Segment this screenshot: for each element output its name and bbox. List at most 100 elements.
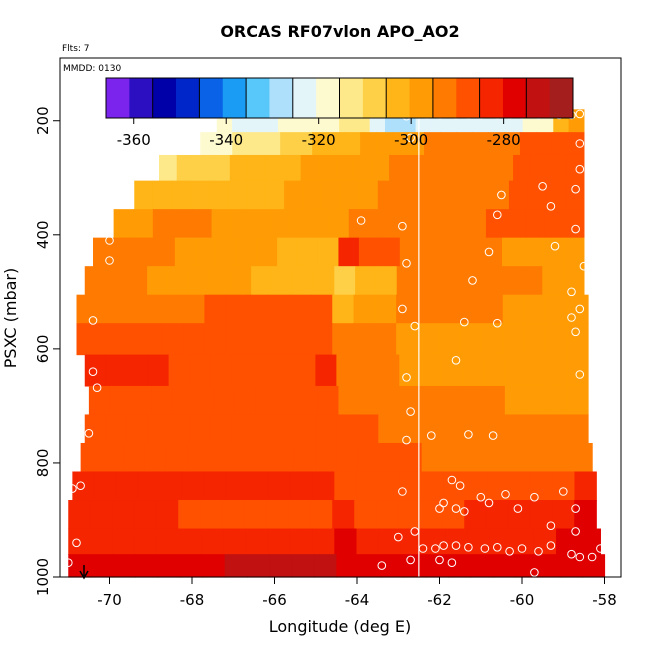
- heatmap-cell: [537, 554, 561, 578]
- heatmap-cell: [80, 442, 103, 473]
- heatmap-cell: [378, 354, 400, 387]
- heatmap-cell: [466, 209, 487, 239]
- colorbar-segment: [176, 78, 200, 118]
- heatmap-cell: [172, 209, 193, 239]
- heatmap-cell: [359, 385, 381, 416]
- heatmap-cell: [328, 132, 345, 156]
- sample-point: [418, 544, 428, 553]
- heatmap-cell: [179, 528, 202, 555]
- heatmap-cell: [192, 385, 215, 416]
- x-tick-label: -60: [510, 591, 535, 609]
- heatmap-cell: [318, 154, 337, 182]
- heatmap-cell: [234, 385, 256, 416]
- x-axis-label: Longitude (deg E): [269, 617, 412, 636]
- colorbar-tick-label: -280: [487, 131, 521, 149]
- heatmap-cell: [268, 471, 292, 501]
- heatmap-cell: [378, 414, 400, 444]
- heatmap-cell: [126, 414, 149, 444]
- heatmap-cell: [556, 528, 579, 555]
- heatmap-cell: [336, 554, 360, 578]
- heatmap-cell: [76, 323, 99, 356]
- colorbar-tick-label: -320: [302, 131, 336, 149]
- heatmap-cell: [440, 132, 457, 156]
- heatmap-cell: [144, 442, 167, 473]
- heatmap-cell: [399, 354, 421, 387]
- heatmap-cell: [525, 209, 546, 239]
- heatmap-cell: [424, 132, 441, 156]
- y-axis-label: PSXC (mbar): [1, 268, 20, 368]
- heatmap-cell: [147, 266, 169, 296]
- heatmap-cell: [200, 132, 217, 156]
- heatmap-cell: [502, 294, 525, 324]
- heatmap-cell: [187, 442, 210, 473]
- heatmap-cell: [248, 132, 265, 156]
- heatmap-cell: [378, 528, 402, 555]
- heatmap-cell: [487, 132, 505, 156]
- colorbar-segment: [246, 78, 270, 118]
- sample-point: [534, 547, 543, 556]
- heatmap-cell: [356, 471, 379, 501]
- heatmap-cell: [105, 414, 128, 444]
- heatmap-cell: [133, 209, 154, 239]
- sample-point: [88, 367, 98, 377]
- sample-point: [402, 435, 411, 445]
- sample-point: [571, 327, 580, 337]
- heatmap-cell: [315, 414, 337, 444]
- heatmap-cell: [201, 528, 225, 555]
- sample-point: [398, 221, 407, 231]
- heatmap-cell: [134, 528, 158, 555]
- heatmap-cell: [567, 385, 589, 416]
- heatmap-cell: [487, 471, 510, 501]
- heatmap-cell: [578, 528, 601, 555]
- heatmap-cell: [247, 471, 270, 501]
- heatmap-cell: [293, 442, 316, 473]
- heatmap-cell: [246, 180, 266, 210]
- heatmap-cell: [460, 323, 483, 356]
- heatmap-cell: [530, 500, 553, 530]
- heatmap-cell: [208, 442, 231, 473]
- colorbar-segment: [502, 78, 527, 118]
- sample-point: [439, 541, 448, 550]
- sample-point: [84, 429, 94, 438]
- sample-point: [398, 304, 407, 314]
- sample-point: [567, 549, 576, 559]
- heatmap-cell: [421, 471, 445, 501]
- sample-point: [468, 276, 477, 285]
- heatmap-cell: [90, 554, 114, 578]
- colorbar-segment: [339, 78, 364, 118]
- heatmap-cell: [420, 500, 443, 530]
- heatmap-cell: [406, 154, 426, 182]
- heatmap-cell: [179, 554, 203, 578]
- heatmap-cell: [97, 294, 120, 324]
- heatmap-cell: [232, 132, 249, 156]
- heatmap-cell: [519, 132, 537, 156]
- heatmap-cell: [112, 554, 136, 578]
- sample-point: [513, 504, 523, 513]
- heatmap-cell: [289, 323, 312, 356]
- heatmap-cell: [546, 354, 568, 387]
- heatmap-cell: [273, 354, 296, 387]
- sample-point: [567, 313, 576, 322]
- heatmap-cell: [355, 266, 377, 296]
- heatmap-cell: [332, 500, 355, 530]
- heatmap-cell: [530, 154, 550, 182]
- sample-point: [575, 139, 585, 148]
- heatmap-cell: [376, 500, 399, 530]
- heatmap-cell: [256, 237, 278, 267]
- heatmap-cell: [225, 471, 248, 501]
- colorbar-segment: [386, 78, 410, 118]
- heatmap-cell: [210, 414, 233, 444]
- heatmap-cell: [417, 294, 440, 324]
- heatmap-cell: [542, 237, 565, 267]
- heatmap-cell: [357, 354, 379, 387]
- heatmap-cell: [483, 354, 505, 387]
- heatmap-cell: [68, 554, 92, 578]
- heatmap-cell: [315, 442, 337, 473]
- heatmap-cell: [334, 528, 358, 555]
- heatmap-cell: [415, 180, 435, 210]
- heatmap-cell: [490, 180, 510, 210]
- heatmap-cell: [165, 442, 188, 473]
- heatmap-cell: [189, 414, 212, 444]
- sample-point: [402, 259, 411, 268]
- heatmap-cell: [271, 266, 294, 296]
